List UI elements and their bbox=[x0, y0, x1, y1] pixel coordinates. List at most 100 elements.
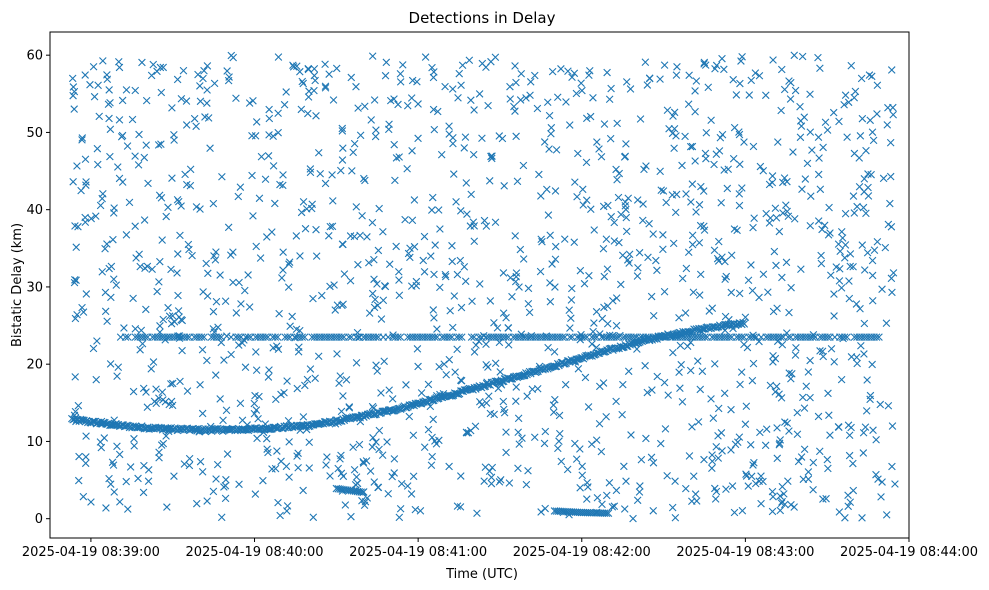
data-point bbox=[482, 399, 491, 407]
data-point bbox=[369, 433, 377, 442]
data-point bbox=[738, 506, 747, 515]
data-point bbox=[589, 327, 597, 336]
data-point bbox=[78, 136, 86, 144]
data-point bbox=[615, 238, 623, 247]
data-point bbox=[868, 271, 877, 280]
data-point bbox=[809, 330, 818, 339]
data-point bbox=[156, 63, 165, 72]
data-point bbox=[769, 358, 777, 366]
data-point bbox=[249, 212, 257, 220]
data-point bbox=[467, 96, 475, 105]
data-point bbox=[688, 142, 697, 151]
data-point bbox=[518, 434, 526, 443]
data-point bbox=[806, 393, 814, 402]
data-point bbox=[436, 283, 444, 292]
data-point bbox=[237, 300, 245, 308]
data-point bbox=[317, 291, 326, 300]
data-point bbox=[81, 213, 89, 222]
data-point bbox=[243, 421, 251, 429]
data-point bbox=[428, 452, 436, 461]
data-point bbox=[641, 361, 649, 370]
data-point bbox=[448, 257, 457, 266]
data-point bbox=[155, 453, 163, 462]
data-point bbox=[355, 333, 364, 342]
data-point bbox=[322, 461, 330, 469]
data-point bbox=[424, 380, 433, 389]
data-point bbox=[265, 366, 273, 374]
data-point bbox=[670, 108, 679, 117]
data-point bbox=[335, 379, 343, 388]
data-point bbox=[152, 385, 160, 393]
data-point bbox=[236, 399, 245, 408]
data-point bbox=[68, 74, 77, 83]
data-point bbox=[542, 332, 551, 340]
data-point bbox=[615, 169, 624, 178]
data-point bbox=[645, 74, 654, 83]
data-point bbox=[428, 206, 436, 214]
data-point bbox=[447, 391, 455, 400]
data-point bbox=[691, 157, 699, 165]
data-point bbox=[692, 208, 700, 216]
data-point bbox=[694, 418, 703, 426]
data-point bbox=[168, 312, 177, 320]
data-point bbox=[750, 214, 758, 222]
data-point bbox=[588, 340, 596, 348]
data-point bbox=[829, 108, 838, 117]
x-axis-label: Time (UTC) bbox=[445, 567, 518, 582]
data-point bbox=[589, 93, 597, 102]
data-point bbox=[221, 297, 230, 305]
data-point bbox=[209, 199, 218, 208]
data-point bbox=[406, 244, 414, 253]
data-point bbox=[304, 64, 313, 73]
data-point bbox=[326, 472, 334, 480]
data-point bbox=[793, 408, 802, 417]
data-point bbox=[87, 498, 95, 506]
data-point bbox=[269, 344, 277, 352]
data-point bbox=[431, 241, 439, 249]
data-point bbox=[622, 213, 631, 222]
data-point bbox=[498, 134, 507, 143]
data-point bbox=[568, 357, 577, 365]
data-point bbox=[97, 417, 106, 426]
data-point bbox=[768, 172, 777, 180]
data-point bbox=[236, 183, 245, 191]
data-point bbox=[799, 393, 807, 402]
data-point bbox=[282, 88, 290, 96]
data-point bbox=[450, 292, 459, 300]
data-point bbox=[271, 333, 280, 341]
data-point bbox=[742, 470, 750, 479]
data-point bbox=[161, 397, 170, 406]
data-point bbox=[863, 376, 871, 384]
data-point bbox=[707, 395, 715, 403]
x-tick-label: 2025-04-19 08:40:00 bbox=[185, 545, 323, 560]
data-point bbox=[543, 98, 552, 107]
data-point bbox=[352, 333, 361, 341]
data-point bbox=[271, 199, 279, 208]
data-point bbox=[356, 131, 365, 140]
data-point bbox=[115, 116, 124, 124]
data-point bbox=[441, 270, 450, 279]
data-point bbox=[653, 266, 661, 275]
data-point bbox=[720, 389, 729, 398]
data-point bbox=[669, 112, 677, 120]
data-point bbox=[469, 218, 478, 226]
data-point bbox=[697, 182, 705, 191]
data-point bbox=[483, 378, 491, 387]
data-point bbox=[835, 277, 844, 285]
data-point bbox=[278, 274, 286, 282]
data-point bbox=[565, 306, 574, 314]
data-point bbox=[158, 236, 166, 244]
data-point bbox=[487, 154, 496, 163]
data-point bbox=[827, 344, 836, 353]
data-point bbox=[337, 417, 346, 425]
data-point bbox=[414, 100, 422, 108]
data-point bbox=[428, 433, 436, 442]
data-point bbox=[299, 486, 307, 495]
data-point bbox=[562, 98, 570, 106]
data-point bbox=[883, 121, 892, 129]
data-point bbox=[834, 423, 843, 431]
data-point bbox=[751, 479, 760, 488]
data-point bbox=[468, 297, 476, 306]
data-point bbox=[500, 182, 508, 190]
x-tick-label: 2025-04-19 08:39:00 bbox=[22, 545, 160, 560]
